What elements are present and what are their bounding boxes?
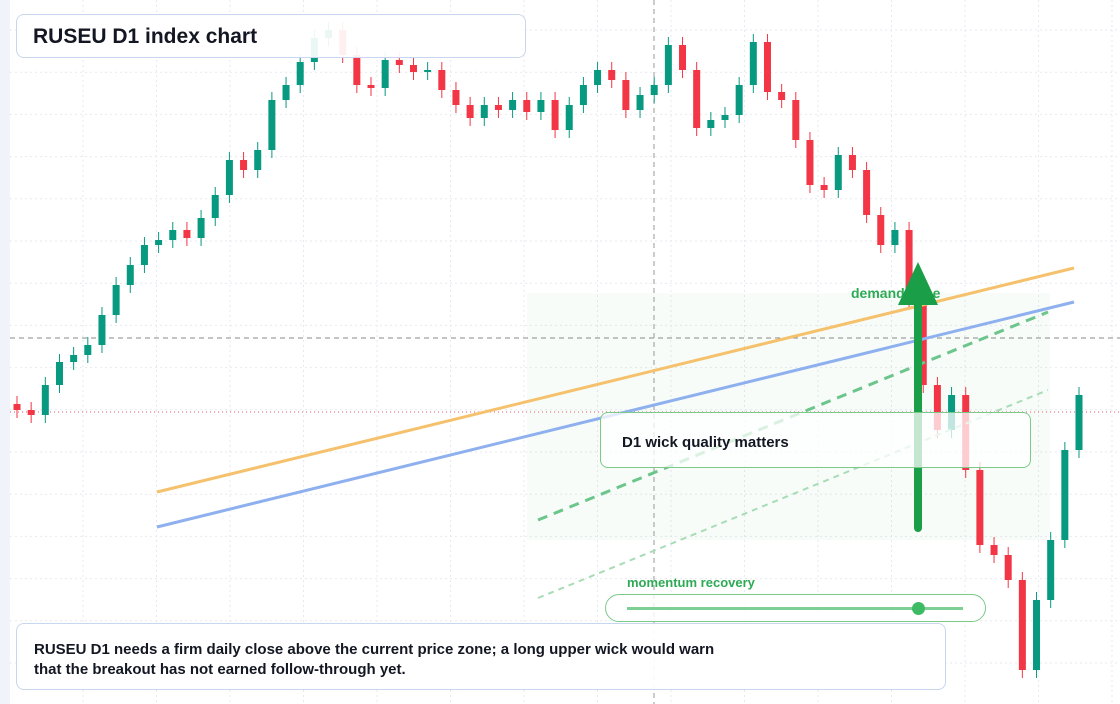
caption: RUSEU D1 needs a firm daily close above … [16, 623, 946, 690]
candle-body [509, 100, 517, 110]
candle-body [466, 105, 474, 118]
candle-body [41, 385, 49, 415]
candle-body [282, 85, 290, 100]
candle-body [778, 92, 786, 100]
annotation: momentum recovery [627, 575, 755, 590]
candle-body [367, 85, 375, 88]
candle-body [84, 345, 92, 355]
candle-body [1061, 450, 1069, 540]
candle-body [353, 55, 361, 85]
grid [10, 0, 1120, 704]
candle-body [608, 70, 616, 80]
candle-body [693, 70, 701, 128]
annotation-box: D1 wick quality matters [600, 412, 1031, 468]
candle-body [140, 245, 148, 265]
candle-body [494, 105, 502, 110]
candle-body [848, 155, 856, 170]
candles [13, 22, 1083, 678]
candle-body [551, 100, 559, 130]
candle-body [537, 100, 545, 112]
candle-body [919, 300, 927, 385]
candle-body [296, 62, 304, 85]
candle-body [905, 230, 913, 300]
chart-title: RUSEU D1 index chart [16, 14, 526, 58]
candle-body [1075, 395, 1083, 450]
candle-body [13, 404, 21, 410]
candle-body [664, 45, 672, 85]
channel-line [537, 389, 1049, 599]
candle-body [1047, 540, 1055, 600]
left-edge [0, 0, 10, 704]
candle-body [763, 42, 771, 92]
candle-body [863, 170, 871, 215]
candle-body [1033, 600, 1041, 670]
candle-body [225, 160, 233, 195]
candle-body [155, 240, 163, 245]
candle-body [735, 85, 743, 115]
candle-body [1018, 580, 1026, 670]
candle-body [27, 410, 35, 415]
candle-body [480, 105, 488, 118]
candle-body [990, 545, 998, 555]
candle-body [834, 155, 842, 190]
candle-body [749, 42, 757, 85]
candle-body [197, 218, 205, 238]
candle-body [70, 355, 78, 362]
caption-line: RUSEU D1 needs a firm daily close above … [34, 641, 715, 658]
candle-body [169, 230, 177, 240]
caption-line: that the breakout has not earned follow-… [34, 661, 406, 678]
momentum-slider [605, 594, 986, 622]
candle-body [650, 85, 658, 95]
candle-body [438, 70, 446, 90]
candle-body [98, 315, 106, 345]
candle-body [933, 385, 941, 430]
candle-body [565, 105, 573, 130]
candle-body [679, 45, 687, 70]
candle-body [579, 85, 587, 105]
candle-body [636, 95, 644, 110]
candle-body [622, 80, 630, 110]
candle-body [792, 100, 800, 140]
candle-body [183, 230, 191, 238]
candle-body [126, 265, 134, 285]
candle-body [395, 60, 403, 65]
candle-body [891, 230, 899, 245]
candle-body [806, 140, 814, 185]
candle-body [254, 150, 262, 170]
candle-body [594, 70, 602, 85]
candle-body [523, 100, 531, 112]
candle-body [409, 65, 417, 72]
arrow-head [898, 262, 938, 305]
candle-body [452, 90, 460, 105]
slider-knob [912, 602, 925, 615]
candle-body [268, 100, 276, 150]
candle-body [721, 115, 729, 120]
candle-body [877, 215, 885, 245]
candle-body [211, 195, 219, 218]
slider-track [627, 607, 963, 610]
candle-body [976, 470, 984, 545]
candle-body [55, 362, 63, 385]
candle-body [820, 185, 828, 190]
candle-body [240, 160, 248, 170]
candle-body [1004, 555, 1012, 580]
candle-body [424, 70, 432, 72]
candle-body [112, 285, 120, 315]
candle-body [381, 60, 389, 88]
candle-body [707, 120, 715, 128]
